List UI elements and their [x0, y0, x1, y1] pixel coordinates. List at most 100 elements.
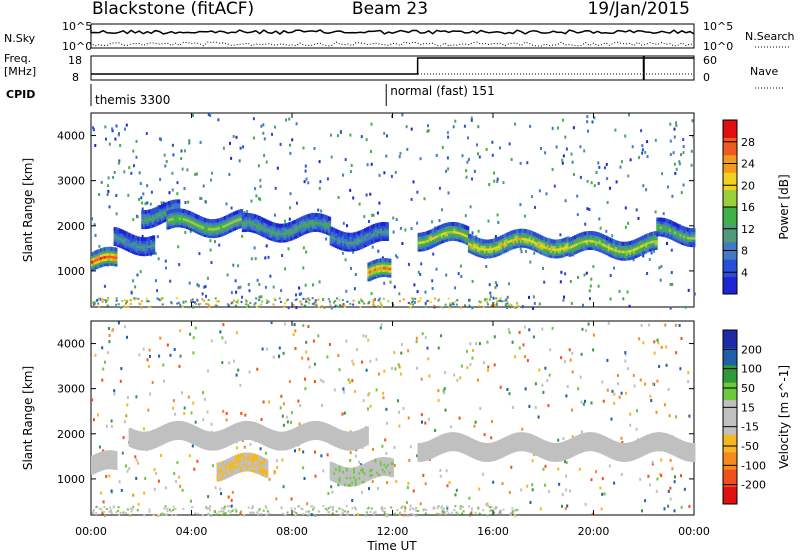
scatter-cell	[337, 354, 340, 357]
echo-cell	[124, 234, 128, 238]
echo-cell	[211, 446, 215, 451]
echo-cell	[254, 430, 258, 435]
echo-cell	[336, 232, 341, 237]
scatter-cell	[587, 322, 590, 326]
scatter-cell	[107, 184, 110, 188]
echo-cell	[166, 210, 170, 215]
echo-cell	[182, 216, 186, 221]
echo-cell	[214, 233, 218, 238]
ground-cell	[136, 509, 139, 512]
echo-cell	[240, 216, 244, 221]
scatter-cell	[586, 179, 589, 183]
echo-cell	[204, 433, 208, 438]
ground-cell	[294, 299, 297, 302]
scatter-cell	[636, 409, 638, 413]
echo-cell	[101, 461, 105, 466]
scatter-cell	[199, 140, 202, 144]
scatter-cell	[452, 125, 455, 129]
echo-cell	[214, 446, 218, 451]
ground-cell	[92, 304, 95, 306]
echo-cell	[173, 423, 177, 428]
scatter-cell	[192, 351, 195, 355]
echo-cell	[514, 239, 518, 244]
ground-cell	[285, 299, 288, 302]
echo-cell	[134, 440, 138, 445]
scatter-cell	[635, 208, 638, 212]
echo-cell	[112, 254, 116, 259]
scatter-cell	[486, 502, 489, 506]
echo-cell	[175, 223, 179, 228]
echo-cell	[433, 235, 437, 239]
echo-cell	[135, 440, 140, 445]
echo-cell	[376, 264, 380, 268]
echo-cell	[308, 223, 312, 228]
echo-cell	[227, 216, 231, 221]
echo-cell	[475, 237, 479, 242]
echo-cell	[458, 225, 463, 230]
scatter-cell	[627, 221, 630, 225]
echo-cell	[274, 436, 278, 440]
echo-cell	[259, 434, 263, 439]
echo-cell	[351, 237, 355, 242]
echo-cell	[423, 232, 427, 236]
scatter-cell	[160, 138, 162, 142]
scatter-cell	[570, 152, 573, 156]
echo-cell	[676, 233, 680, 238]
ground-cell	[98, 507, 101, 510]
echo-cell	[277, 444, 281, 449]
echo-cell	[681, 238, 685, 243]
echo-cell	[110, 249, 114, 254]
echo-cell	[171, 221, 175, 226]
ground-cell	[261, 300, 264, 303]
echo-cell	[100, 451, 104, 456]
echo-cell	[372, 260, 376, 265]
scatter-cell	[601, 380, 604, 384]
echo-cell	[186, 425, 190, 430]
echo-cell	[225, 225, 229, 230]
echo-cell	[652, 233, 656, 238]
echo-cell	[218, 220, 222, 225]
echo-cell	[503, 233, 507, 238]
echo-cell	[277, 439, 281, 444]
echo-cell	[259, 229, 263, 234]
ground-cell	[339, 513, 342, 516]
echo-cell	[433, 232, 437, 237]
scatter-cell	[510, 158, 513, 161]
scatter-cell	[326, 453, 329, 457]
echo-cell	[369, 271, 373, 276]
echo-cell	[674, 222, 678, 227]
echo-cell	[428, 242, 432, 247]
scatter-cell	[622, 297, 625, 301]
scatter-cell	[646, 272, 649, 275]
echo-cell	[656, 227, 660, 232]
echo-cell	[645, 233, 649, 238]
scatter-cell	[654, 210, 657, 214]
echo-cell	[247, 218, 251, 222]
scatter-cell	[155, 472, 158, 475]
ground-cell	[411, 297, 414, 300]
echo-cell	[229, 430, 233, 435]
ground-cell	[441, 306, 444, 309]
echo-cell	[345, 247, 350, 252]
echo-cell	[196, 227, 201, 232]
scatter-cell	[346, 513, 349, 517]
echo-cell	[107, 462, 111, 467]
echo-cell	[94, 458, 98, 463]
scatter-cell	[132, 149, 135, 153]
scatter-cell	[674, 171, 677, 175]
echo-cell	[117, 240, 121, 245]
scatter-cell	[628, 113, 630, 117]
scatter-cell	[531, 195, 533, 199]
ground-cell	[284, 514, 287, 517]
scatter-cell	[426, 346, 429, 350]
echo-cell	[293, 222, 297, 227]
echo-cell	[220, 229, 224, 234]
scatter-cell	[305, 250, 308, 254]
echo-cell	[91, 463, 95, 468]
scatter-cell	[632, 374, 635, 377]
echo-cell	[593, 239, 597, 243]
echo-cell	[467, 236, 472, 241]
echo-cell	[485, 249, 489, 254]
echo-cell	[252, 216, 256, 221]
echo-cell	[184, 214, 188, 219]
